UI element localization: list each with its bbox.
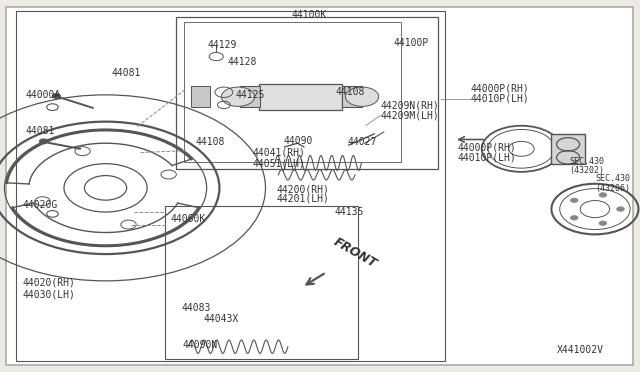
Circle shape	[599, 221, 607, 225]
Text: 44030(LH): 44030(LH)	[22, 289, 76, 299]
Text: 44090N: 44090N	[182, 340, 218, 350]
Text: 44081: 44081	[112, 68, 141, 78]
Text: 44209M(LH): 44209M(LH)	[381, 110, 440, 120]
Text: 44027: 44027	[348, 137, 377, 147]
Text: 44100K: 44100K	[291, 10, 326, 20]
Bar	[16, 11, 445, 361]
Text: (43206): (43206)	[595, 184, 630, 193]
Text: 44020(RH): 44020(RH)	[22, 277, 76, 287]
Circle shape	[346, 87, 379, 106]
Bar	[191, 86, 210, 107]
Bar	[184, 22, 401, 162]
Text: 44083: 44083	[181, 303, 211, 313]
Text: 44060K: 44060K	[171, 214, 206, 224]
Bar	[342, 86, 362, 107]
Bar	[176, 17, 438, 169]
Circle shape	[599, 193, 607, 197]
Text: 44041(RH): 44041(RH)	[253, 147, 305, 157]
Text: 44125: 44125	[236, 90, 265, 100]
Text: 44051(LH): 44051(LH)	[253, 158, 305, 168]
Circle shape	[40, 139, 47, 144]
Text: 44081: 44081	[26, 126, 55, 136]
Text: 44010P(LH): 44010P(LH)	[470, 93, 529, 103]
Text: SEC.430: SEC.430	[595, 174, 630, 183]
Text: 44000A: 44000A	[26, 90, 61, 100]
Text: 44209N(RH): 44209N(RH)	[381, 100, 440, 110]
Text: 44135: 44135	[335, 206, 364, 217]
Text: 44010P(LH): 44010P(LH)	[458, 153, 516, 163]
Text: (43202): (43202)	[570, 166, 604, 175]
Text: 44128: 44128	[227, 57, 257, 67]
Text: 44200(RH): 44200(RH)	[276, 184, 329, 194]
Bar	[165, 206, 358, 359]
Bar	[259, 84, 342, 110]
Text: 44043X: 44043X	[204, 314, 239, 324]
Text: 44000P(RH): 44000P(RH)	[470, 84, 529, 94]
Circle shape	[570, 198, 578, 202]
Text: X441002V: X441002V	[557, 345, 604, 355]
Circle shape	[221, 87, 255, 106]
Text: 44108: 44108	[195, 137, 225, 147]
Bar	[240, 86, 260, 107]
Bar	[552, 134, 585, 164]
Circle shape	[52, 94, 60, 98]
Text: SEC.430: SEC.430	[570, 157, 604, 166]
Text: FRONT: FRONT	[331, 236, 379, 271]
Circle shape	[570, 216, 578, 220]
Circle shape	[617, 207, 625, 211]
Text: 44129: 44129	[208, 40, 237, 50]
Text: 44090: 44090	[284, 136, 313, 146]
Text: 44100P: 44100P	[394, 38, 429, 48]
Text: 44201(LH): 44201(LH)	[276, 194, 329, 204]
Text: 44000P(RH): 44000P(RH)	[458, 142, 516, 153]
Text: 44020G: 44020G	[22, 200, 58, 210]
Text: 44108: 44108	[336, 87, 365, 97]
